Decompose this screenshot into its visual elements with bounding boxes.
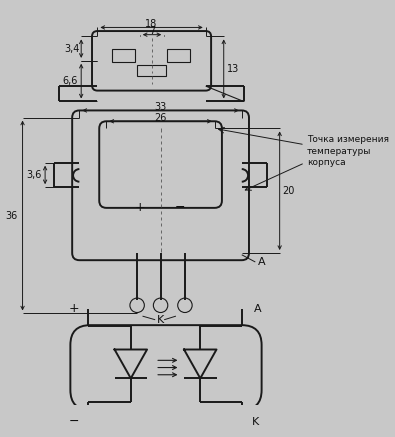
Text: A: A: [258, 257, 265, 267]
FancyBboxPatch shape: [70, 325, 261, 410]
Polygon shape: [184, 350, 216, 378]
Text: 7: 7: [149, 26, 155, 36]
Text: 36: 36: [6, 211, 18, 221]
FancyBboxPatch shape: [92, 31, 211, 90]
Text: +: +: [135, 201, 145, 215]
Text: 3,4: 3,4: [64, 44, 80, 54]
Text: 20: 20: [282, 186, 295, 196]
Bar: [167, 49, 190, 62]
Bar: [112, 49, 135, 62]
Text: 18: 18: [145, 19, 158, 29]
Text: Точка измерения
температуры
корпуса: Точка измерения температуры корпуса: [307, 135, 389, 167]
Text: +: +: [69, 302, 79, 316]
FancyBboxPatch shape: [72, 111, 249, 260]
Text: 6,6: 6,6: [63, 76, 78, 86]
Polygon shape: [115, 350, 147, 378]
Text: −: −: [69, 415, 79, 428]
Text: K: K: [157, 315, 164, 325]
Text: −: −: [175, 201, 186, 215]
Text: K: K: [252, 416, 259, 427]
Text: 13: 13: [227, 64, 239, 74]
FancyBboxPatch shape: [99, 121, 222, 208]
Text: 33: 33: [154, 102, 167, 112]
Text: 26: 26: [154, 113, 167, 123]
Bar: [137, 66, 166, 76]
Text: A: A: [254, 304, 262, 314]
Text: 3,6: 3,6: [26, 170, 42, 180]
